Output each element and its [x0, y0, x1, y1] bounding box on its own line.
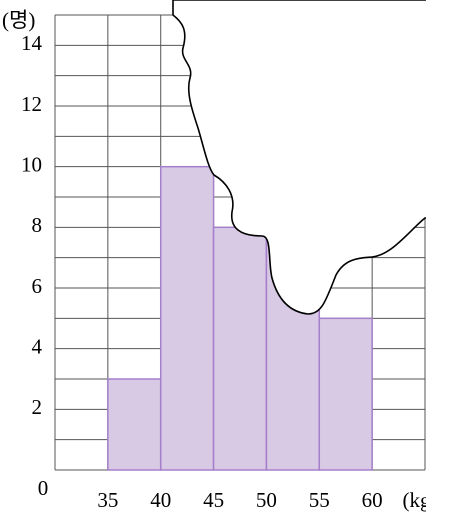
x-tick-label: 35: [97, 488, 118, 512]
x-tick-label: 45: [203, 488, 224, 512]
bar: [107, 378, 162, 471]
y-tick-label: 6: [32, 274, 43, 298]
torn-paper-cover: [426, 0, 450, 519]
origin-label: 0: [38, 476, 49, 500]
x-tick-label: 50: [256, 488, 277, 512]
x-tick-label: 40: [150, 488, 171, 512]
x-tick-label: 60: [362, 488, 383, 512]
torn-paper: [172, 0, 450, 315]
bar: [212, 226, 268, 471]
bar: [159, 165, 215, 471]
bar: [318, 317, 373, 471]
y-tick-label: 14: [21, 31, 43, 55]
y-tick-label: 12: [21, 92, 42, 116]
x-tick-label: 55: [309, 488, 330, 512]
y-tick-label: 10: [21, 152, 42, 176]
y-axis-label: (명): [2, 8, 35, 32]
y-tick-label: 8: [32, 213, 43, 237]
y-tick-label: 4: [32, 334, 43, 358]
y-tick-label: 2: [32, 395, 43, 419]
